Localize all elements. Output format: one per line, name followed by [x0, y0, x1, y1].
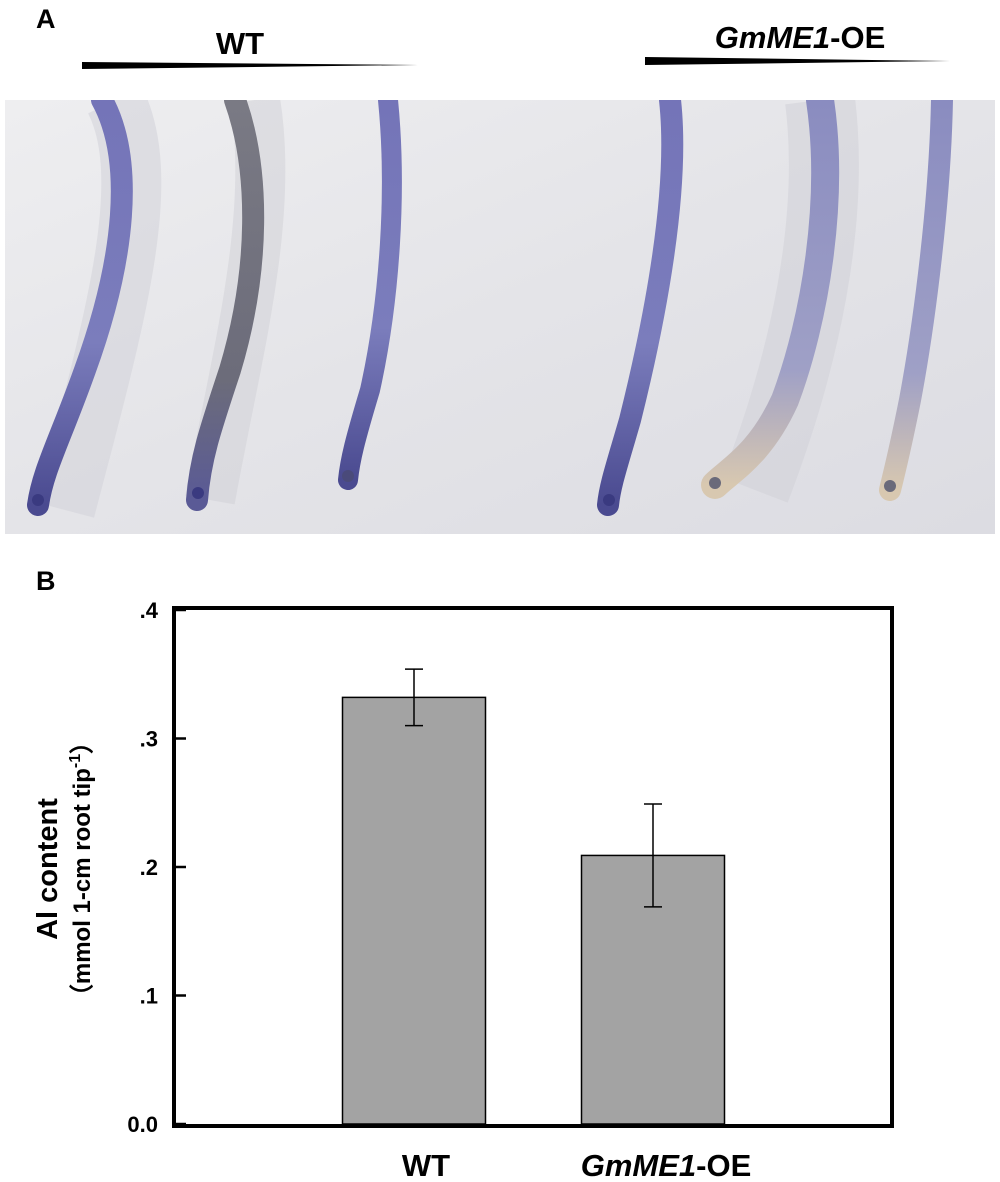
group-wedge-lines — [82, 57, 950, 69]
root-oe-3 — [879, 100, 953, 501]
error-bars-layer — [405, 668, 662, 908]
y-axis-units: （mmol 1-cm root tip-1） — [67, 730, 96, 1008]
root-wt-3 — [338, 100, 402, 490]
y-tick-label-4: .4 — [140, 598, 159, 623]
x-categories-layer: WT GmME1-OE — [402, 1148, 751, 1182]
y-axis-units-suffix: ） — [69, 730, 96, 754]
bar-0 — [341, 696, 487, 1125]
root-staining-photo — [5, 100, 995, 534]
y-axis-units-prefix: （mmol 1-cm root tip — [69, 768, 96, 1008]
bars-layer — [341, 696, 726, 1125]
photo-group-label-oe-suffix: -OE — [830, 20, 886, 55]
photo-group-label-wt-text: WT — [215, 26, 265, 61]
y-axis-title-group: Al content （mmol 1-cm root tip-1） — [32, 730, 96, 1008]
y-axis-title: Al content — [32, 798, 64, 940]
plot-frame — [172, 606, 894, 1128]
y-ticks-layer: 0.0 .1 .2 .3 .4 — [127, 598, 186, 1137]
y-tick-label-3: .3 — [140, 727, 158, 752]
panel-a-letter: A — [36, 4, 56, 34]
root-wt-1 — [27, 100, 133, 516]
root-oe-2 — [701, 100, 840, 499]
y-tick-label-0: 0.0 — [127, 1112, 158, 1137]
photo-group-label-oe: GmME1-OE — [680, 20, 920, 56]
panel-b-letter: B — [36, 566, 56, 596]
x-category-label-1: GmME1-OE — [581, 1148, 752, 1182]
y-tick-label-1: .1 — [140, 984, 158, 1009]
bar-1 — [580, 854, 726, 1125]
root-wt-2 — [186, 100, 265, 511]
wt-wedge-line — [82, 62, 418, 69]
oe-wedge-line — [645, 57, 950, 65]
photo-group-label-oe-gene: GmME1 — [714, 20, 831, 55]
photo-group-label-wt: WT — [180, 26, 300, 62]
y-axis-units-sup: -1 — [67, 754, 84, 768]
y-tick-label-2: .2 — [140, 855, 158, 880]
x-category-label-0: WT — [402, 1148, 450, 1182]
root-oe-1 — [597, 100, 684, 516]
